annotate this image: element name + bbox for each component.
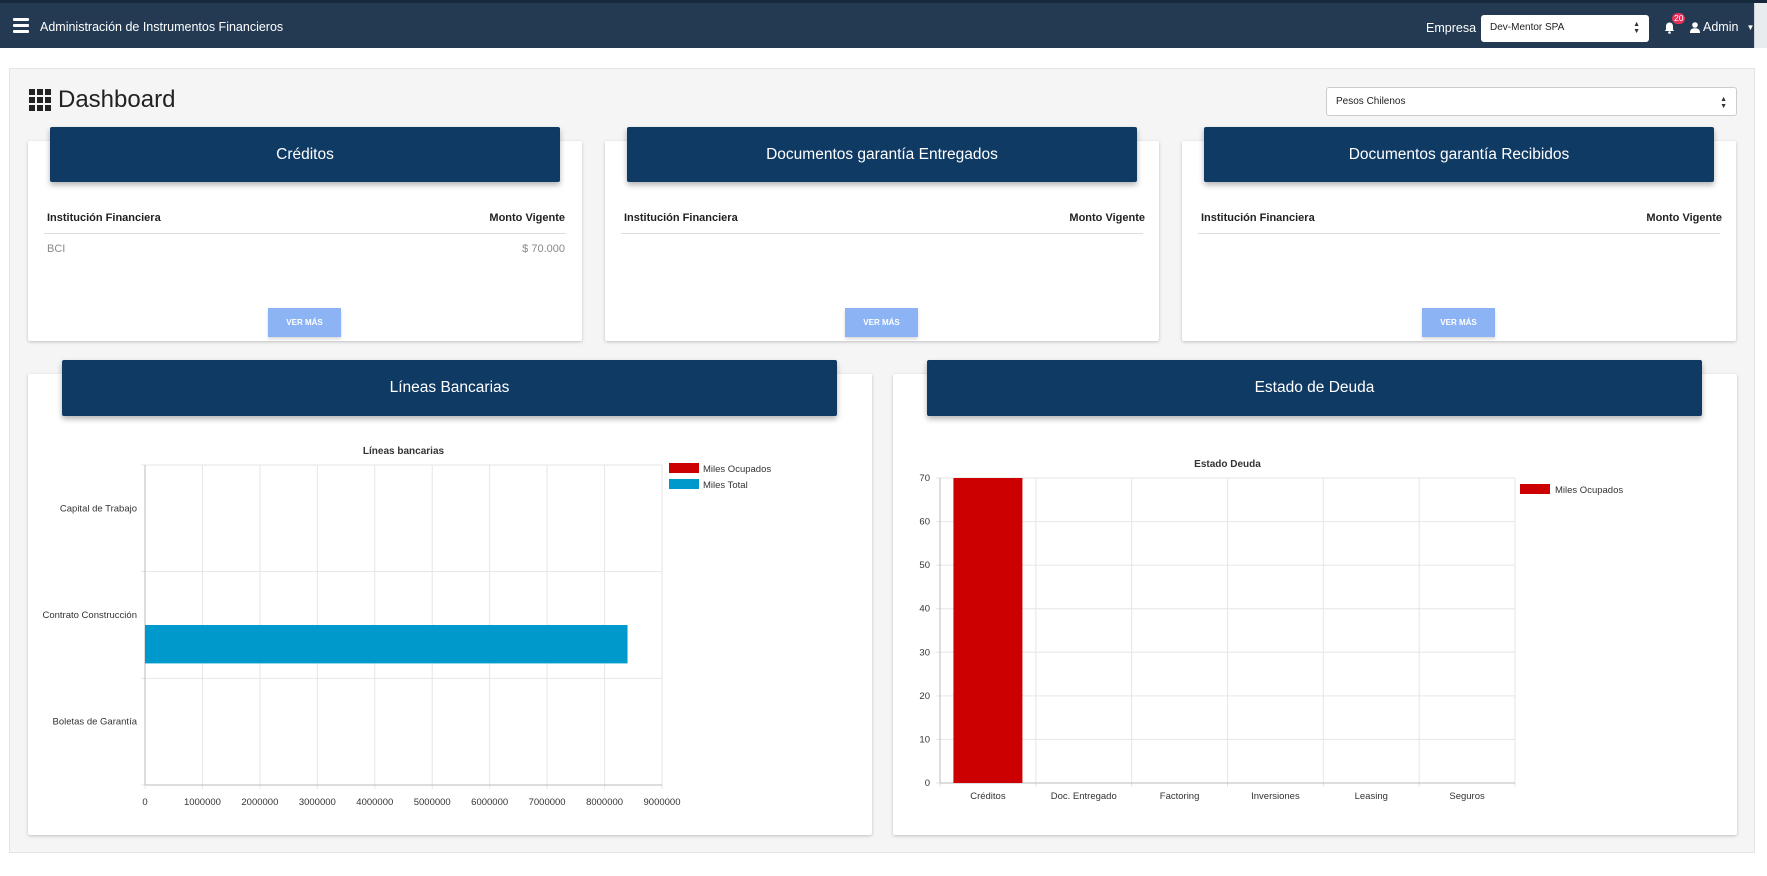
notification-bell-icon[interactable] (1664, 22, 1675, 34)
x-tick-label: 6000000 (471, 797, 508, 808)
x-tick-label: 0 (142, 797, 147, 808)
creditos-card-title: Créditos (276, 146, 334, 163)
y-tick-label: Capital de Trabajo (60, 503, 137, 514)
legend-swatch (669, 479, 699, 489)
caret-down-icon: ▼ (1746, 22, 1755, 32)
estado-deuda-chart: Estado Deuda 0 10 20 30 40 50 60 70 Créditos Doc. … (919, 459, 1623, 802)
x-tick-label: Créditos (970, 791, 1006, 802)
y-tick-label: 20 (919, 691, 930, 702)
table-divider (1198, 233, 1720, 234)
entregados-card-title: Documentos garantía Entregados (766, 146, 998, 163)
empresa-select[interactable]: Dev-Mentor SPA ▲ ▼ (1481, 15, 1649, 42)
bar-miles-ocupados (953, 478, 1023, 783)
lineas-bancarias-card-title: Líneas Bancarias (389, 379, 510, 396)
lineas-bancarias-card (28, 374, 872, 835)
legend-label: Miles Ocupados (703, 464, 771, 475)
y-tick-label: 50 (919, 560, 930, 571)
lineas-bancarias-card-header: Líneas Bancarias (62, 360, 837, 416)
user-menu[interactable]: Admin ▼ (1690, 20, 1754, 34)
user-icon (1690, 21, 1700, 33)
table-cell-amount: $ 70.000 (522, 243, 565, 255)
ver-mas-button[interactable]: VER MÁS (845, 308, 918, 337)
currency-select[interactable]: Pesos Chilenos ▲ ▼ (1326, 87, 1737, 116)
y-tick-label: 0 (925, 778, 930, 789)
estado-deuda-card (893, 374, 1737, 835)
y-tick-label: 70 (919, 473, 930, 484)
legend-label: Miles Ocupados (1555, 485, 1623, 496)
top-navbar: Administración de Instrumentos Financier… (0, 0, 1767, 48)
empresa-select-value: Dev-Mentor SPA (1490, 22, 1565, 33)
window-scrollbar[interactable] (1754, 3, 1767, 48)
estado-deuda-card-header: Estado de Deuda (927, 360, 1702, 416)
column-header-amount: Monto Vigente (1069, 212, 1145, 224)
y-tick-label: 60 (919, 517, 930, 528)
x-tick-label: 5000000 (414, 797, 451, 808)
user-name: Admin (1703, 20, 1739, 34)
x-tick-label: 8000000 (586, 797, 623, 808)
ver-mas-button[interactable]: VER MÁS (1422, 308, 1495, 337)
y-tick-label: Boletas de Garantía (53, 717, 138, 728)
x-tick-label: 3000000 (299, 797, 336, 808)
legend-swatch (1520, 484, 1550, 494)
x-tick-label: 7000000 (529, 797, 566, 808)
hamburger-menu-icon[interactable] (13, 18, 29, 33)
y-tick-label: 40 (919, 604, 930, 615)
y-tick-label: 30 (919, 647, 930, 658)
ver-mas-button[interactable]: VER MÁS (268, 308, 341, 337)
y-tick-label: 10 (919, 734, 930, 745)
column-header-institution: Institución Financiera (624, 212, 738, 224)
recibidos-card-title: Documentos garantía Recibidos (1348, 146, 1570, 163)
page-title: Dashboard (29, 86, 175, 114)
table-cell-institution: BCI (47, 243, 66, 255)
x-tick-label: Seguros (1449, 791, 1485, 802)
column-header-institution: Institución Financiera (1201, 212, 1315, 224)
legend-swatch (669, 463, 699, 473)
recibidos-card-header: Documentos garantía Recibidos (1204, 127, 1714, 182)
creditos-card-header: Créditos (50, 127, 560, 182)
lineas-bancarias-chart: Líneas bancarias 0 1000000 2000000 3000000 40… (42, 446, 771, 808)
y-tick-label: Contrato Construcción (42, 610, 137, 621)
column-header-amount: Monto Vigente (1646, 212, 1722, 224)
x-tick-label: 2000000 (241, 797, 278, 808)
select-arrows-icon: ▲ ▼ (1720, 96, 1727, 110)
column-header-amount: Monto Vigente (489, 212, 565, 224)
grid-icon (29, 89, 51, 111)
notification-badge: 20 (1672, 13, 1686, 24)
bar-miles-total (145, 625, 628, 664)
x-tick-label: Leasing (1355, 791, 1388, 802)
legend-label: Miles Total (703, 480, 748, 491)
empresa-label: Empresa (1426, 21, 1477, 35)
x-tick-label: Inversiones (1251, 791, 1300, 802)
select-arrows-icon: ▲ ▼ (1633, 21, 1640, 35)
entregados-card-header: Documentos garantía Entregados (627, 127, 1137, 182)
x-tick-label: 9000000 (644, 797, 681, 808)
page-title-text: Dashboard (58, 86, 176, 113)
x-tick-label: 4000000 (356, 797, 393, 808)
table-divider (44, 233, 566, 234)
chart-title: Líneas bancarias (363, 446, 445, 457)
estado-deuda-card-title: Estado de Deuda (1254, 379, 1375, 396)
x-tick-label: Doc. Entregado (1051, 791, 1117, 802)
column-header-institution: Institución Financiera (47, 212, 161, 224)
chart-title: Estado Deuda (1194, 459, 1261, 470)
currency-select-value: Pesos Chilenos (1336, 96, 1406, 107)
x-tick-label: Factoring (1160, 791, 1200, 802)
x-tick-label: 1000000 (184, 797, 221, 808)
table-divider (621, 233, 1143, 234)
app-title: Administración de Instrumentos Financier… (40, 20, 284, 34)
